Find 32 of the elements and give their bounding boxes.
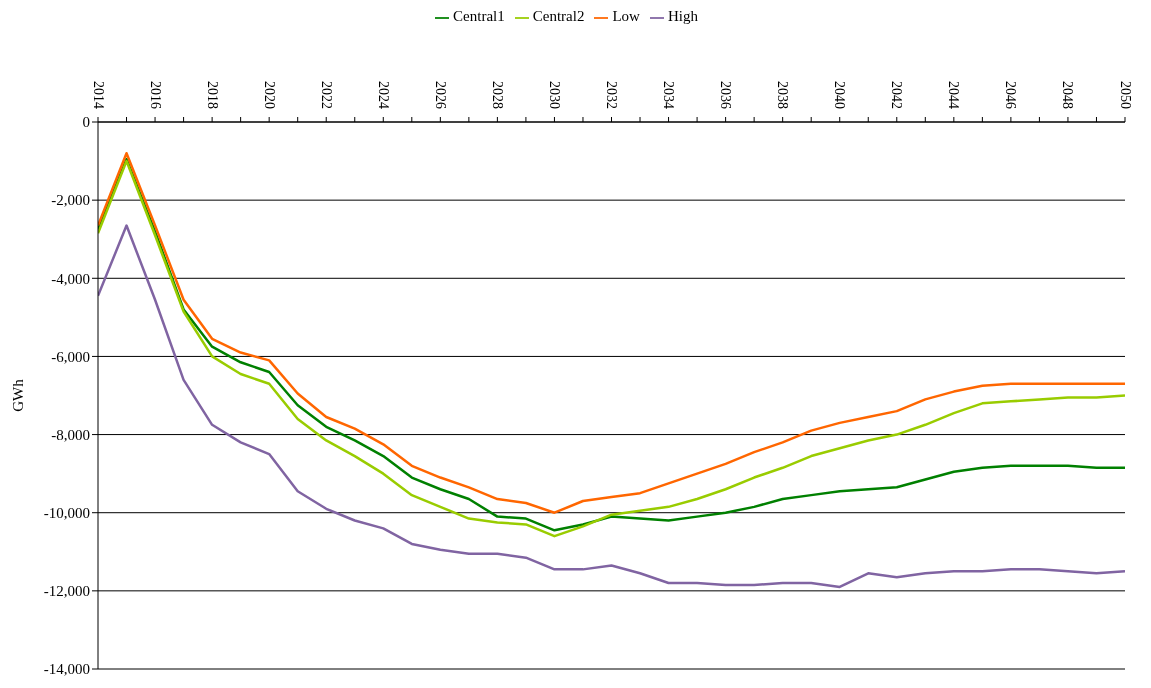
legend-label: Central2 — [532, 8, 585, 24]
x-tick-label: 2038 — [775, 81, 791, 109]
x-tick-label: 2044 — [946, 81, 962, 109]
x-tick-label: 2018 — [204, 81, 220, 109]
x-tick-label: 2036 — [718, 81, 734, 109]
y-tick-label: -10,000 — [43, 505, 90, 522]
x-tick-label: 2022 — [318, 81, 334, 109]
x-tick-label: 2050 — [1117, 81, 1133, 109]
legend-label: High — [667, 8, 698, 24]
legend-label: Central1 — [453, 8, 505, 24]
x-tick-label: 2048 — [1060, 81, 1076, 109]
x-tick-label: 2014 — [90, 81, 106, 109]
x-tick-label: 2020 — [261, 81, 277, 109]
x-tick-label: 2030 — [546, 81, 562, 109]
y-tick-label: 0 — [82, 114, 90, 131]
y-axis-title: GWh — [10, 378, 27, 412]
y-tick-label: -6,000 — [51, 348, 90, 365]
x-tick-label: 2042 — [889, 81, 905, 109]
legend-label: Low — [612, 8, 640, 24]
x-tick-label: 2034 — [661, 81, 677, 109]
y-tick-label: -14,000 — [43, 661, 90, 678]
y-tick-label: -12,000 — [43, 583, 90, 600]
y-tick-label: -8,000 — [51, 426, 90, 443]
x-tick-label: 2024 — [375, 81, 391, 109]
x-tick-label: 2016 — [147, 81, 163, 109]
x-tick-label: 2046 — [1003, 81, 1019, 109]
x-tick-label: 2032 — [604, 81, 619, 109]
y-tick-label: -4,000 — [51, 270, 90, 287]
x-tick-label: 2026 — [432, 81, 448, 109]
x-tick-label: 2028 — [489, 81, 505, 109]
y-tick-label: -2,000 — [51, 192, 90, 209]
x-tick-label: 2040 — [832, 81, 848, 109]
